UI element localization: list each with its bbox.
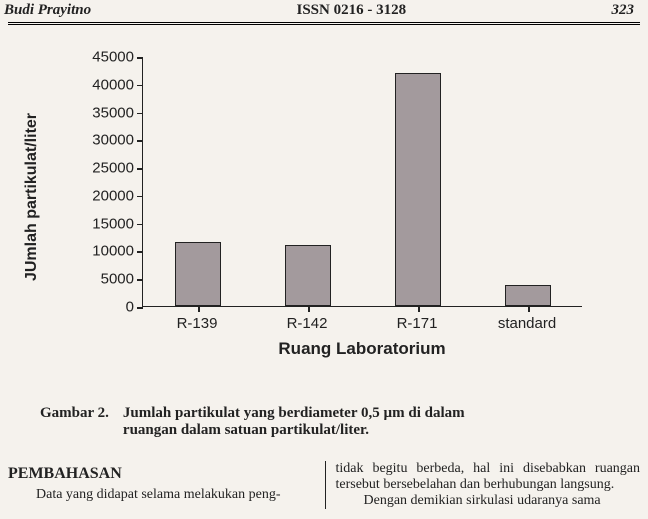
figure-caption: Gambar 2. Jumlah partikulat yang berdiam… [40, 405, 608, 439]
body-columns: PEMBAHASAN Data yang didapat selama mela… [8, 461, 640, 509]
y-tick-mark [137, 57, 143, 59]
page-header: Budi Prayitno ISSN 0216 - 3128 323 [0, 0, 648, 19]
right-column: tidak begitu berbeda, hal ini disebabkan… [325, 461, 641, 509]
caption-line-1: Jumlah partikulat yang berdiameter 0,5 µ… [123, 405, 465, 422]
x-tick-mark [528, 306, 530, 312]
y-tick-mark [137, 196, 143, 198]
y-tick-mark [137, 307, 143, 309]
bar [505, 285, 551, 306]
caption-line-2: ruangan dalam satuan partikulat/liter. [123, 422, 369, 439]
x-axis-label: Ruang Laboratorium [142, 339, 582, 359]
y-tick-label: 15000 [92, 215, 134, 232]
y-tick-mark [137, 168, 143, 170]
y-tick-label: 25000 [92, 160, 134, 177]
y-tick-label: 0 [126, 299, 134, 316]
bar [395, 73, 441, 306]
y-tick-mark [137, 140, 143, 142]
x-tick-labels: R-139 R-142 R-171 standard [142, 313, 582, 335]
x-tick-label: R-142 [287, 315, 328, 332]
y-axis-label: JUmlah partikulat/liter [23, 113, 41, 281]
y-tick-mark [137, 85, 143, 87]
bar [175, 242, 221, 306]
bar [285, 245, 331, 306]
right-body-text-2: Dengan demikian sirkulasi udaranya sama [336, 493, 601, 509]
bar-chart: JUmlah partikulat/liter 0500010000150002… [44, 47, 604, 347]
right-body-text-1: tidak begitu berbeda, hal ini disebabkan… [336, 461, 641, 492]
y-ticks: 0500010000150002000025000300003500040000… [78, 47, 134, 307]
header-rule [8, 22, 640, 25]
x-tick-label: standard [498, 315, 556, 332]
y-tick-label: 5000 [101, 271, 134, 288]
y-tick-mark [137, 113, 143, 115]
section-heading: PEMBAHASAN [8, 465, 313, 483]
plot-area [142, 57, 582, 307]
x-tick-label: R-171 [397, 315, 438, 332]
y-tick-label: 45000 [92, 49, 134, 66]
y-tick-label: 40000 [92, 76, 134, 93]
x-tick-mark [308, 306, 310, 312]
header-issn: ISSN 0216 - 3128 [297, 2, 407, 19]
header-author: Budi Prayitno [4, 2, 91, 19]
caption-tag: Gambar 2. [40, 405, 123, 422]
y-tick-mark [137, 279, 143, 281]
y-tick-label: 35000 [92, 104, 134, 121]
y-tick-mark [137, 224, 143, 226]
header-page: 323 [612, 2, 635, 19]
left-body-text: Data yang didapat selama melakukan peng- [8, 487, 313, 503]
y-tick-label: 10000 [92, 243, 134, 260]
x-tick-label: R-139 [177, 315, 218, 332]
y-tick-mark [137, 251, 143, 253]
left-column: PEMBAHASAN Data yang didapat selama mela… [8, 461, 313, 509]
x-tick-mark [418, 306, 420, 312]
y-tick-label: 30000 [92, 132, 134, 149]
x-tick-mark [198, 306, 200, 312]
y-tick-label: 20000 [92, 187, 134, 204]
